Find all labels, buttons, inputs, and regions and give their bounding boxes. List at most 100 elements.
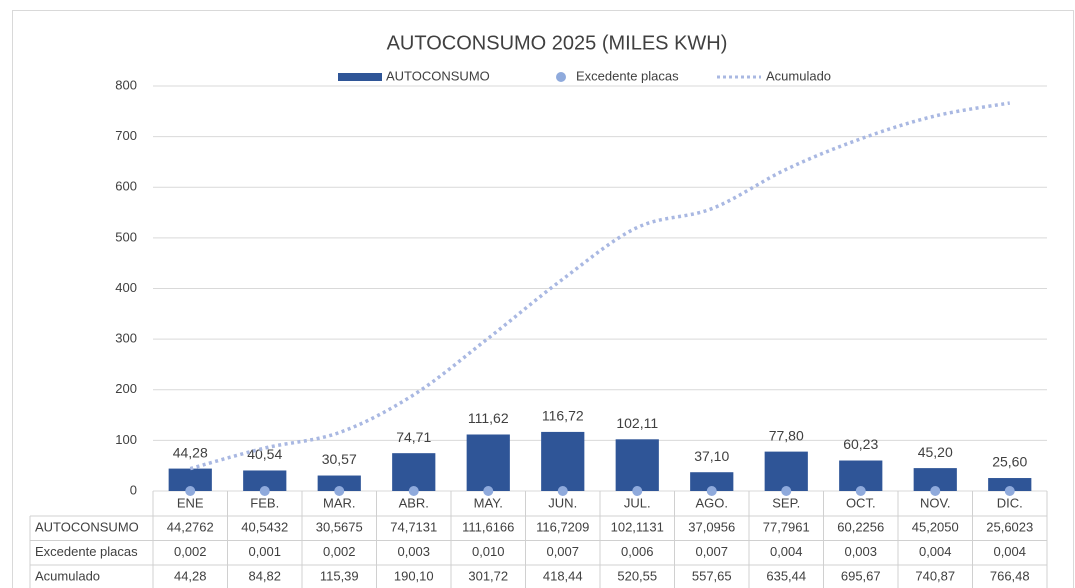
table-row-label: Excedente placas [35, 544, 138, 559]
bar [541, 431, 585, 491]
table-cell: 0,004 [993, 544, 1026, 559]
point [781, 485, 792, 496]
point [334, 485, 345, 496]
legend-swatch [556, 72, 566, 82]
table-cell: 557,65 [692, 569, 732, 584]
y-tick-label: 800 [115, 77, 137, 92]
y-tick-label: 400 [115, 280, 137, 295]
table-cell: 418,44 [543, 569, 583, 584]
table-cell: 30,5675 [316, 520, 363, 535]
y-tick-label: 600 [115, 179, 137, 194]
table-cell: 0,004 [770, 544, 803, 559]
y-tick-label: 200 [115, 381, 137, 396]
data-label: 60,23 [843, 436, 878, 452]
x-tick-label: ABR. [399, 495, 429, 510]
x-tick-label: FEB. [250, 495, 279, 510]
table-cell: 301,72 [468, 569, 508, 584]
x-tick-label: SEP. [772, 495, 800, 510]
x-tick-label: NOV. [920, 495, 951, 510]
table-cell: 740,87 [915, 569, 955, 584]
data-label: 111,62 [468, 410, 509, 426]
y-tick-label: 700 [115, 128, 137, 143]
data-label: 30,57 [322, 451, 357, 467]
bar [764, 451, 808, 491]
table-cell: 635,44 [766, 569, 806, 584]
table-cell: 190,10 [394, 569, 434, 584]
point [1004, 485, 1015, 496]
point [557, 485, 568, 496]
bar [913, 468, 957, 491]
table-cell: 0,006 [621, 544, 654, 559]
bar [988, 478, 1032, 491]
bar [839, 460, 883, 491]
bar [690, 472, 734, 491]
table-cell: 74,7131 [390, 520, 437, 535]
x-tick-label: OCT. [846, 495, 876, 510]
table-cell: 0,010 [472, 544, 505, 559]
data-label: 37,10 [694, 448, 729, 464]
table-cell: 40,5432 [241, 520, 288, 535]
y-tick-label: 500 [115, 229, 137, 244]
legend-swatch [338, 73, 382, 81]
x-tick-label: JUN. [548, 495, 577, 510]
table-cell: 25,6023 [986, 520, 1033, 535]
data-label: 102,11 [616, 415, 658, 431]
table-row-label: AUTOCONSUMO [35, 520, 139, 535]
data-label: 116,72 [542, 408, 584, 424]
bar [168, 468, 212, 491]
table-cell: 520,55 [617, 569, 657, 584]
table-cell: 77,7961 [763, 520, 810, 535]
table-cell: 0,002 [174, 544, 207, 559]
bar [243, 470, 287, 491]
data-label: 74,71 [396, 429, 431, 445]
bar [615, 439, 659, 491]
x-tick-label: JUL. [624, 495, 651, 510]
table-cell: 0,004 [919, 544, 952, 559]
table-cell: 0,003 [844, 544, 877, 559]
x-tick-label: AGO. [695, 495, 728, 510]
data-label: 45,20 [918, 444, 953, 460]
point [259, 485, 270, 496]
line [189, 101, 1011, 471]
table-cell: 115,39 [320, 569, 359, 584]
table-cell: 111,6166 [462, 520, 514, 535]
data-label: 25,60 [992, 454, 1027, 470]
point [185, 485, 196, 496]
x-tick-label: ENE [177, 495, 204, 510]
table-cell: 116,7209 [536, 520, 589, 535]
y-tick-label: 0 [130, 482, 137, 497]
legend-label: Excedente placas [576, 68, 679, 83]
point [706, 485, 717, 496]
point [632, 485, 643, 496]
table-cell: 0,001 [248, 544, 281, 559]
legend-label: AUTOCONSUMO [386, 68, 490, 83]
data-label: 44,28 [173, 444, 208, 460]
x-tick-label: MAR. [323, 495, 356, 510]
point [930, 485, 941, 496]
table-cell: 44,2762 [167, 520, 214, 535]
table-cell: 766,48 [990, 569, 1030, 584]
table-cell: 0,007 [695, 544, 728, 559]
table-cell: 0,002 [323, 544, 356, 559]
table-cell: 102,1131 [611, 520, 664, 535]
table-cell: 695,67 [841, 569, 881, 584]
table-cell: 44,28 [174, 569, 207, 584]
table-cell: 45,2050 [912, 520, 959, 535]
x-tick-label: MAY. [474, 495, 503, 510]
point [408, 485, 419, 496]
table-cell: 84,82 [248, 569, 281, 584]
legend-label: Acumulado [766, 68, 831, 83]
table-cell: 0,007 [546, 544, 579, 559]
chart-title: AUTOCONSUMO 2025 (MILES KWH) [387, 32, 728, 54]
table-cell: 37,0956 [688, 520, 735, 535]
point [855, 485, 866, 496]
table-row-label: Acumulado [35, 569, 100, 584]
data-label: 77,80 [769, 427, 804, 443]
table-cell: 0,003 [397, 544, 430, 559]
bar [392, 453, 436, 491]
table-cell: 60,2256 [837, 520, 884, 535]
bar [466, 434, 510, 491]
x-tick-label: DIC. [997, 495, 1023, 510]
